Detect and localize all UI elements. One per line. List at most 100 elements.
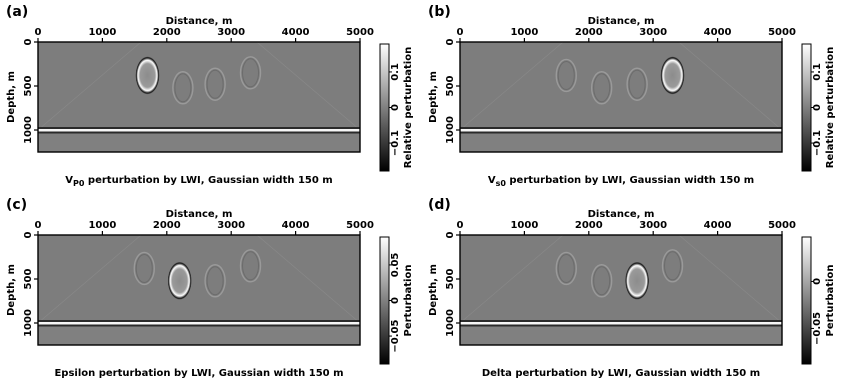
below-layer xyxy=(460,326,782,345)
x-tick-label: 4000 xyxy=(282,27,310,38)
colorbar xyxy=(379,43,390,172)
below-layer xyxy=(38,326,360,345)
plot-frame xyxy=(459,234,783,346)
x-axis-title: Distance, m xyxy=(588,16,655,27)
panel-svg: (d) Distance, m 0 1000 2000 3000 4000 5000 0 500 1… xyxy=(428,197,836,379)
ghost-anomaly xyxy=(204,264,226,298)
panel-d: (d) Distance, m 0 1000 2000 3000 4000 5000 0 500 1… xyxy=(422,193,844,385)
layer-dark-bottom xyxy=(38,131,360,134)
ghost-anomaly-inner xyxy=(206,266,224,296)
colorbar-label: Perturbation xyxy=(825,265,836,337)
x-tick-label: 0 xyxy=(457,27,464,38)
x-tick-label: 0 xyxy=(35,220,42,231)
strong-anomaly xyxy=(167,261,192,300)
x-tick-label: 1000 xyxy=(510,27,538,38)
x-tick-label: 2000 xyxy=(575,220,603,231)
seismic-image xyxy=(460,42,782,152)
ghost-anomaly xyxy=(590,264,613,298)
below-layer xyxy=(460,133,782,152)
ghost-anomaly xyxy=(626,67,648,101)
y-tick-label: 500 xyxy=(445,76,456,97)
colorbar-tick-label: 0.05 xyxy=(390,253,401,278)
layer-bright xyxy=(460,129,782,132)
colorbar-tick-label: −0.1 xyxy=(390,130,401,156)
layer-dark-bottom xyxy=(460,324,782,327)
colorbar-label: Relative perturbation xyxy=(403,47,414,168)
colorbar-tick-label: −0.05 xyxy=(812,312,823,345)
artifact-line xyxy=(460,42,564,131)
panel-label: (b) xyxy=(428,4,451,20)
x-tick-label: 3000 xyxy=(217,220,245,231)
y-tick-label: 500 xyxy=(23,76,34,97)
panel-svg: (c) Distance, m 0 1000 2000 3000 4000 5000 0 500 1… xyxy=(6,197,414,379)
x-tick-label: 2000 xyxy=(153,220,181,231)
y-tick-label: 1000 xyxy=(23,309,34,337)
panel-caption: VP0 perturbation by LWI, Gaussian width … xyxy=(65,175,332,188)
plot-frame xyxy=(37,41,361,153)
panel-c: (c) Distance, m 0 1000 2000 3000 4000 5000 0 500 1… xyxy=(0,193,422,385)
x-tick-label: 2000 xyxy=(153,27,181,38)
ghost-anomaly-inner xyxy=(242,251,260,281)
plot-frame xyxy=(459,41,783,153)
colorbar-tick-label: 0.1 xyxy=(812,63,823,81)
panel-label: (a) xyxy=(6,4,28,20)
x-axis-title: Distance, m xyxy=(166,209,233,220)
x-tick-label: 4000 xyxy=(704,27,732,38)
x-tick-label: 5000 xyxy=(768,220,796,231)
ghost-anomaly xyxy=(555,251,577,286)
ghost-anomaly-inner xyxy=(557,253,575,283)
strong-anomaly xyxy=(660,56,685,95)
artifact-line xyxy=(678,42,782,131)
ghost-anomaly xyxy=(133,251,155,286)
y-tick-label: 1000 xyxy=(23,116,34,144)
caption-text: Delta perturbation by LWI, Gaussian widt… xyxy=(482,368,760,379)
layer-bright xyxy=(38,322,360,325)
ghost-anomaly xyxy=(661,249,684,283)
caption-text: V xyxy=(65,175,73,186)
colorbar xyxy=(801,236,812,365)
layer-bright xyxy=(460,322,782,325)
caption-subscript: P0 xyxy=(73,179,85,188)
panel-caption: Vs0 perturbation by LWI, Gaussian width … xyxy=(488,175,754,188)
seismic-image xyxy=(460,235,782,345)
y-tick-label: 1000 xyxy=(445,116,456,144)
layer-bright xyxy=(38,129,360,132)
layer-dark-bottom xyxy=(460,131,782,134)
colorbar-label: Relative perturbation xyxy=(825,47,836,168)
ghost-anomaly-inner xyxy=(206,69,224,99)
panel-svg: (b) Distance, m 0 1000 2000 3000 4000 5000 0 500 1… xyxy=(428,4,836,188)
colorbar xyxy=(379,236,390,365)
x-tick-label: 1000 xyxy=(88,220,116,231)
colorbar-tick-label: 0 xyxy=(390,297,401,304)
colorbar-tick-label: 0 xyxy=(812,278,823,285)
x-tick-label: 1000 xyxy=(510,220,538,231)
ghost-anomaly xyxy=(590,71,613,105)
ghost-anomaly-inner xyxy=(135,253,153,283)
artifact-line xyxy=(38,235,142,324)
ghost-anomaly-inner xyxy=(664,251,682,281)
y-axis-title: Depth, m xyxy=(428,71,439,123)
colorbar-tick-label: 0 xyxy=(812,104,823,111)
ghost-anomaly-inner xyxy=(242,58,260,88)
y-tick-label: 0 xyxy=(23,38,34,45)
plot-frame xyxy=(37,234,361,346)
strong-anomaly xyxy=(135,56,160,95)
ghost-anomaly-inner xyxy=(628,69,646,99)
y-tick-label: 0 xyxy=(23,231,34,238)
ghost-anomaly xyxy=(555,58,577,93)
y-axis-title: Depth, m xyxy=(428,264,439,316)
artifact-line xyxy=(460,235,564,324)
y-axis-title: Depth, m xyxy=(6,264,17,316)
layer-dark-top xyxy=(38,127,360,129)
caption-text: V xyxy=(488,175,496,186)
layer-dark-bottom xyxy=(38,324,360,327)
artifact-line xyxy=(38,42,142,131)
panel-b: (b) Distance, m 0 1000 2000 3000 4000 5000 0 500 1… xyxy=(422,0,844,192)
x-tick-label: 2000 xyxy=(575,27,603,38)
below-layer xyxy=(38,133,360,152)
caption-text: perturbation by LWI, Gaussian width 150 … xyxy=(506,175,754,186)
artifact-line xyxy=(678,235,782,324)
colorbar-tick-label: −0.05 xyxy=(390,319,401,352)
y-tick-label: 1000 xyxy=(445,309,456,337)
